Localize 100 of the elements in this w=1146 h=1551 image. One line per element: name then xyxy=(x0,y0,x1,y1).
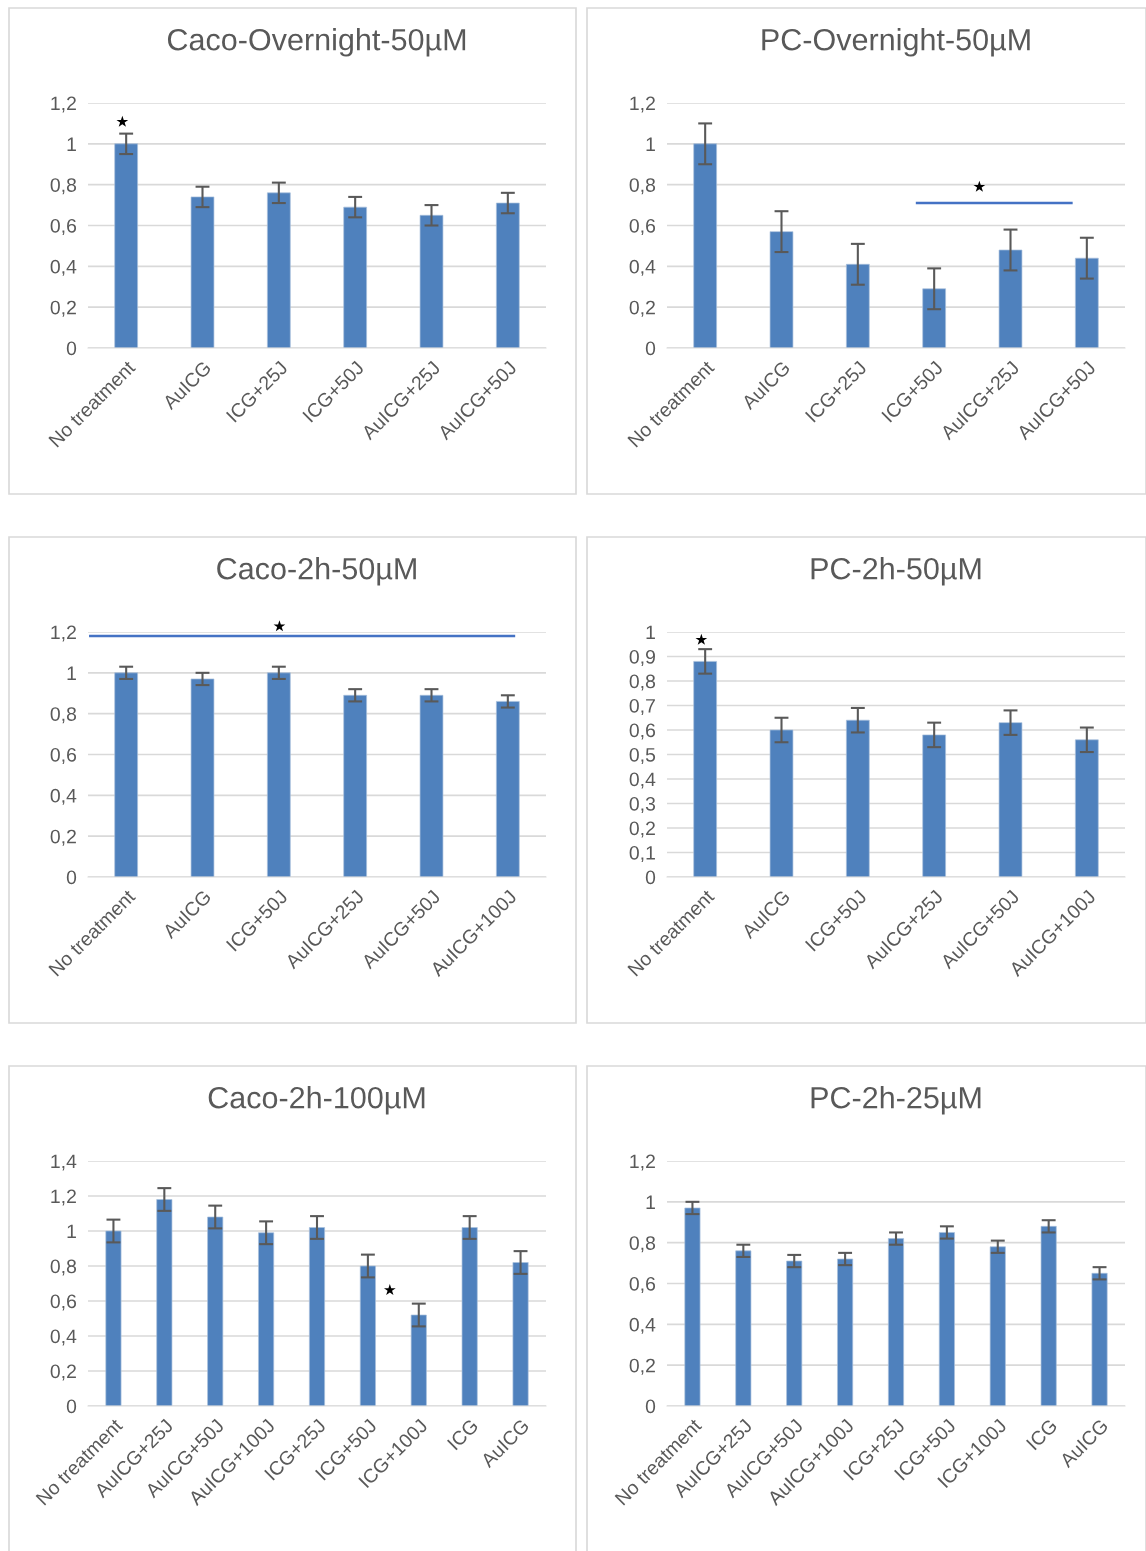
y-tick-label: 0,8 xyxy=(629,178,656,195)
bar xyxy=(1091,1272,1108,1406)
y-tick-label: 0,6 xyxy=(50,747,77,765)
bar xyxy=(769,231,794,348)
y-tick-label: 0,6 xyxy=(629,1276,656,1294)
text: ★ xyxy=(273,620,286,632)
bar xyxy=(684,1207,701,1406)
bar xyxy=(258,1232,275,1406)
bar xyxy=(1075,739,1099,877)
y-tick-label: 1,4 xyxy=(51,1154,77,1171)
y-tick-label: 0,8 xyxy=(50,178,77,195)
y-tick-label: 1 xyxy=(67,137,76,151)
bar xyxy=(114,143,138,348)
x-tick-label: ICG xyxy=(446,1418,479,1451)
y-tick-label: 0,6 xyxy=(629,723,656,740)
bar xyxy=(989,1246,1006,1406)
bar xyxy=(190,196,215,348)
y-tick-label: 0,4 xyxy=(629,1317,656,1334)
bar xyxy=(343,206,367,348)
y-tick-label: 1 xyxy=(67,666,76,680)
bar xyxy=(1040,1225,1057,1406)
annotation: ★ xyxy=(695,633,708,645)
bar xyxy=(496,202,520,348)
y-tick-label: 0,3 xyxy=(629,796,656,814)
chart-title: Caco-Overnight-50µM xyxy=(167,28,466,57)
annotation: ★ xyxy=(973,180,986,192)
y-tick-label: 0 xyxy=(66,1399,77,1414)
bar xyxy=(267,672,291,877)
bar xyxy=(359,1265,376,1406)
y-tick-label: 0 xyxy=(66,341,77,356)
bar xyxy=(343,694,367,877)
bar xyxy=(105,1230,122,1406)
bar xyxy=(735,1250,752,1406)
bar xyxy=(1075,257,1099,348)
bar xyxy=(846,263,870,348)
bar xyxy=(207,1216,224,1406)
y-tick-label: 1,2 xyxy=(51,96,76,113)
y-tick-label: 0,4 xyxy=(629,772,656,789)
y-tick-label: 0,1 xyxy=(629,845,655,863)
y-tick-label: 0,2 xyxy=(50,829,76,846)
y-tick-label: 0,6 xyxy=(629,218,656,236)
y-tick-label: 0,2 xyxy=(629,300,655,317)
bar xyxy=(267,192,291,348)
y-tick-label: 1 xyxy=(646,1195,655,1209)
bar xyxy=(846,719,870,877)
y-tick-label: 0 xyxy=(66,870,77,885)
y-tick-label: 1,2 xyxy=(630,96,655,113)
y-tick-label: 0,2 xyxy=(50,300,76,317)
chart-title: PC-2h-25µM xyxy=(811,1086,981,1115)
annotation: ★ xyxy=(116,115,129,127)
bar xyxy=(837,1258,854,1406)
bar xyxy=(693,661,717,877)
y-tick-label: 1,2 xyxy=(51,1189,76,1206)
bar xyxy=(693,143,717,348)
bar xyxy=(419,214,444,348)
bar xyxy=(410,1314,427,1406)
bar xyxy=(938,1232,955,1406)
y-tick-label: 1,2 xyxy=(51,625,76,642)
y-tick-label: 0,9 xyxy=(629,649,655,667)
y-tick-label: 0,4 xyxy=(50,259,77,276)
y-tick-label: 0 xyxy=(645,870,656,885)
y-tick-label: 0,7 xyxy=(629,698,655,716)
x-tick-label: ICG xyxy=(1025,1418,1058,1451)
bar xyxy=(309,1227,325,1406)
bar xyxy=(156,1199,173,1406)
y-tick-label: 0,4 xyxy=(629,259,656,276)
y-tick-label: 0,8 xyxy=(50,1259,77,1276)
y-tick-label: 0,8 xyxy=(629,1236,656,1253)
bar xyxy=(512,1262,529,1406)
y-tick-label: 0,2 xyxy=(50,1364,76,1381)
y-tick-label: 1 xyxy=(646,137,655,151)
bar xyxy=(922,288,946,348)
bar xyxy=(998,249,1023,348)
y-tick-label: 0,6 xyxy=(50,1294,77,1311)
bar xyxy=(461,1227,478,1406)
bar xyxy=(496,701,520,877)
bar xyxy=(998,722,1023,877)
chart-title: Caco-2h-50µM xyxy=(217,557,416,586)
bar xyxy=(114,672,138,877)
chart-title: PC-Overnight-50µM xyxy=(762,28,1030,57)
y-tick-label: 0,2 xyxy=(629,1358,655,1375)
annotation: ★ xyxy=(383,1283,396,1296)
y-tick-label: 1,2 xyxy=(630,1154,655,1171)
y-tick-label: 0,8 xyxy=(50,707,77,724)
chart-title: Caco-2h-100µM xyxy=(208,1086,425,1115)
y-tick-label: 0 xyxy=(645,1399,656,1414)
bar xyxy=(922,734,946,877)
chart-title: PC-2h-50µM xyxy=(811,557,981,586)
bar xyxy=(888,1238,904,1406)
y-tick-label: 0,4 xyxy=(50,1329,77,1346)
bar xyxy=(190,678,215,877)
bar xyxy=(786,1260,803,1406)
y-tick-label: 0,6 xyxy=(50,218,77,236)
y-tick-label: 0,5 xyxy=(629,747,656,765)
y-tick-label: 1 xyxy=(67,1224,76,1239)
y-tick-label: 0,2 xyxy=(629,821,655,838)
y-tick-label: 0,4 xyxy=(50,788,77,805)
y-tick-label: 1 xyxy=(646,625,655,640)
y-tick-label: 0,8 xyxy=(629,674,656,691)
bar xyxy=(419,694,444,877)
